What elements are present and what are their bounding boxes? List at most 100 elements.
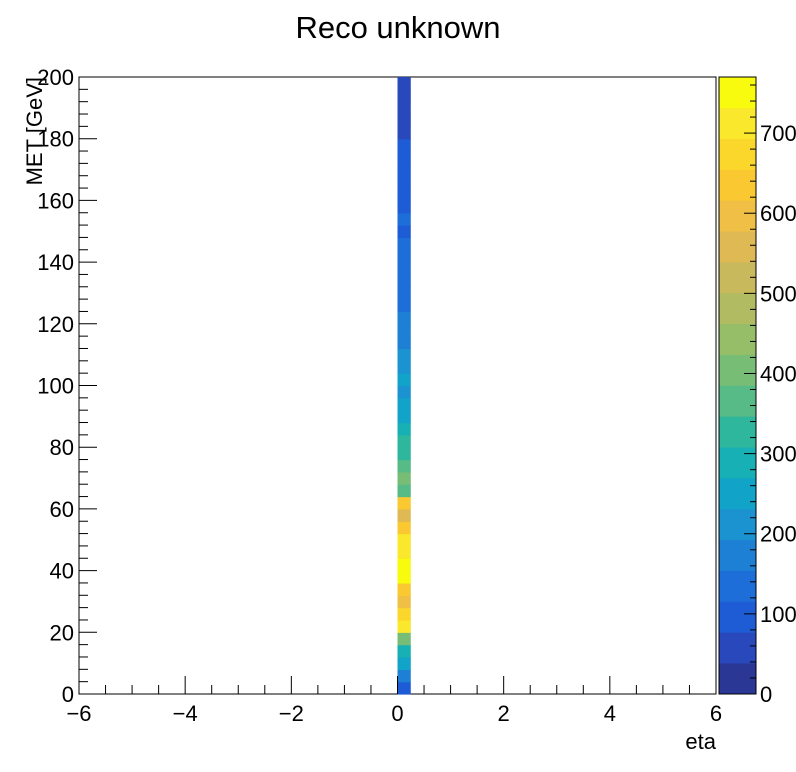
heatmap-cell xyxy=(397,286,411,300)
heatmap-cell xyxy=(397,619,411,633)
heatmap-cell xyxy=(397,607,411,621)
heatmap-cell xyxy=(397,508,411,522)
colorbar-tick-label: 400 xyxy=(760,361,796,386)
heatmap-cell xyxy=(397,496,411,510)
heatmap-cell xyxy=(397,163,411,177)
heatmap-cell xyxy=(397,570,411,584)
colorbar-band xyxy=(719,632,756,664)
y-tick-label: 20 xyxy=(50,620,74,645)
heatmap-cells xyxy=(397,77,411,695)
heatmap-cell xyxy=(397,262,411,276)
y-axis: 0 20 40 60 80 100 120 140 160 180 200 xyxy=(37,65,97,707)
colorbar-tick-label: 300 xyxy=(760,442,796,467)
y-tick-label: 100 xyxy=(37,374,74,399)
heatmap-cell xyxy=(397,434,411,448)
heatmap-cell xyxy=(397,681,411,695)
colorbar-tick-label: 500 xyxy=(760,281,796,306)
x-tick-label: −6 xyxy=(66,701,91,726)
colorbar-tick-label: 700 xyxy=(760,121,796,146)
x-tick-label: −2 xyxy=(279,701,304,726)
colorbar-band xyxy=(719,107,756,139)
y-tick-label: 0 xyxy=(62,682,74,707)
heatmap-cell xyxy=(397,138,411,152)
heatmap-cell xyxy=(397,471,411,485)
colorbar-tick-label: 200 xyxy=(760,522,796,547)
heatmap-cell xyxy=(397,114,411,127)
heatmap-cell xyxy=(397,274,411,288)
heatmap-cell xyxy=(397,225,411,239)
x-tick-label: −4 xyxy=(173,701,198,726)
heatmap-cell xyxy=(397,397,411,411)
colorbar-band xyxy=(719,230,756,263)
heatmap-cell xyxy=(397,595,411,609)
heatmap-cell xyxy=(397,323,411,337)
heatmap-cell xyxy=(397,521,411,535)
x-tick-label: 0 xyxy=(391,701,403,726)
colorbar-tick-label: 600 xyxy=(760,201,796,226)
heatmap-cell xyxy=(397,582,411,596)
colorbar-band xyxy=(719,261,756,294)
heatmap-cell xyxy=(397,422,411,436)
heatmap-cell xyxy=(397,311,411,325)
heatmap-cell xyxy=(397,188,411,201)
x-tick-label: 4 xyxy=(604,701,616,726)
y-axis-label: MET [GeV] xyxy=(22,77,47,185)
heatmap-cell xyxy=(397,447,411,461)
heatmap-cell xyxy=(397,200,411,214)
heatmap-cell xyxy=(397,545,411,559)
heatmap-cell xyxy=(397,89,411,103)
heatmap-cell xyxy=(397,101,411,115)
x-tick-label: 2 xyxy=(498,701,510,726)
colorbar-band xyxy=(719,508,756,541)
colorbar-band xyxy=(719,601,756,633)
heatmap-cell xyxy=(397,151,411,164)
colorbar-band xyxy=(719,354,756,386)
x-axis-label: eta xyxy=(685,729,716,754)
colorbar-tick-label: 0 xyxy=(760,682,772,707)
heatmap-cell xyxy=(397,249,411,263)
colorbar-band xyxy=(719,200,756,232)
colorbar-tick-label: 100 xyxy=(760,602,796,627)
y-tick-label: 60 xyxy=(50,497,74,522)
colorbar-band xyxy=(719,385,756,417)
heatmap-cell xyxy=(397,484,411,498)
heatmap-cell xyxy=(397,669,411,683)
heatmap-cell xyxy=(397,360,411,374)
y-tick-label: 200 xyxy=(37,65,74,90)
y-tick-label: 160 xyxy=(37,188,74,213)
heatmap-cell xyxy=(397,373,411,387)
y-tick-label: 40 xyxy=(50,559,74,584)
colorbar-band xyxy=(719,570,756,602)
colorbar-band xyxy=(719,138,756,170)
heatmap-cell xyxy=(397,348,411,362)
colorbar-band xyxy=(719,539,756,571)
colorbar-band xyxy=(719,477,756,510)
y-tick-label: 120 xyxy=(37,312,74,337)
y-tick-label: 180 xyxy=(37,127,74,152)
x-axis: −6 −4 −2 0 2 4 6 xyxy=(66,676,722,726)
colorbar: 0 100 200 300 400 500 600 700 xyxy=(718,76,796,707)
heatmap-cell xyxy=(397,385,411,399)
heatmap-cell xyxy=(397,77,411,90)
heatmap-cell xyxy=(397,644,411,658)
heatmap-cell xyxy=(397,410,411,424)
heatmap-cell xyxy=(397,299,411,313)
heatmap-cell xyxy=(397,558,411,572)
y-tick-label: 140 xyxy=(37,250,74,275)
heatmap-cell xyxy=(397,212,411,226)
colorbar-band xyxy=(719,323,756,355)
colorbar-band xyxy=(719,76,756,109)
heatmap-cell xyxy=(397,336,411,350)
colorbar-frame xyxy=(718,76,757,695)
heatmap-cell xyxy=(397,237,411,251)
heatmap-cell xyxy=(397,632,411,646)
heatmap-cell xyxy=(397,656,411,670)
chart-title: Reco unknown xyxy=(295,10,500,45)
colorbar-band xyxy=(719,416,756,448)
x-tick-label: 6 xyxy=(710,701,722,726)
heatmap-cell xyxy=(397,533,411,547)
y-tick-label: 80 xyxy=(50,435,74,460)
heatmap-cell xyxy=(397,126,411,140)
heatmap-cell xyxy=(397,459,411,473)
colorbar-band xyxy=(719,446,756,479)
